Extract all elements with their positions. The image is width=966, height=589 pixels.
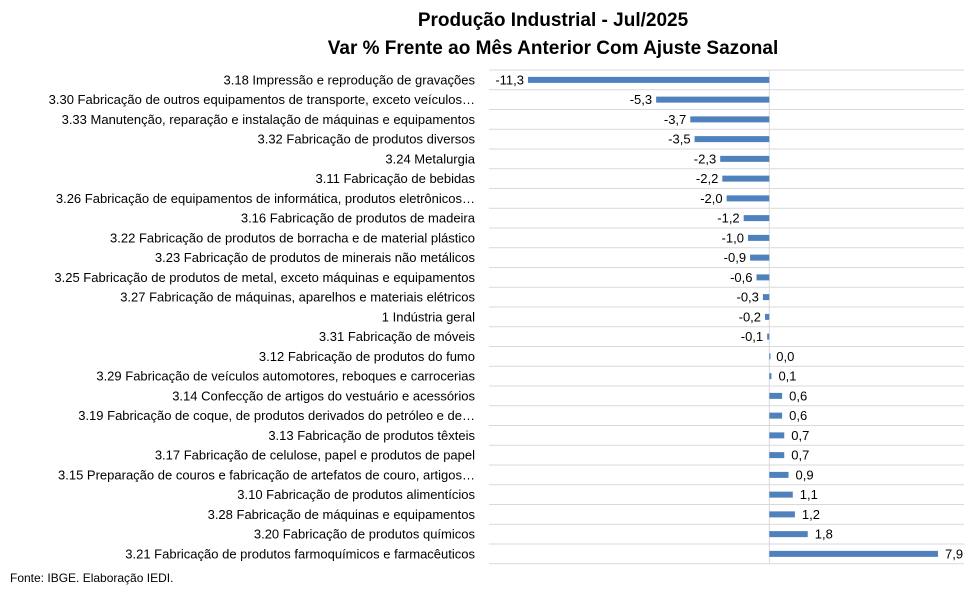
bar: [762, 294, 770, 301]
data-label: 1,1: [800, 487, 818, 502]
category-label: 3.16 Fabricação de produtos de madeira: [241, 211, 476, 226]
bar: [747, 234, 770, 241]
data-label: 0,6: [789, 408, 807, 423]
bar: [756, 274, 770, 281]
category-label: 3.18 Impressão e reprodução de gravações: [224, 72, 476, 87]
bar: [743, 215, 770, 222]
bar: [656, 96, 770, 103]
category-label: 3.25 Fabricação de produtos de metal, ex…: [54, 270, 475, 285]
bar: [769, 392, 783, 399]
data-label: 7,9: [945, 546, 963, 561]
data-label: 0,9: [796, 467, 814, 482]
category-label: 3.23 Fabricação de produtos de minerais …: [155, 250, 476, 265]
data-label: -1,2: [717, 211, 739, 226]
bar: [720, 155, 770, 162]
bar: [722, 175, 770, 182]
category-label: 3.30 Fabricação de outros equipamentos d…: [49, 92, 475, 107]
data-label: 0,0: [776, 349, 794, 364]
category-label: 3.12 Fabricação de produtos do fumo: [259, 349, 475, 364]
category-label: 3.15 Preparação de couros e fabricação d…: [58, 467, 475, 482]
category-label: 3.13 Fabricação de produtos têxteis: [268, 428, 475, 443]
bar: [528, 76, 770, 83]
category-label: 3.24 Metalurgia: [385, 151, 475, 166]
data-label: -3,5: [668, 132, 690, 147]
category-label: 3.11 Fabricação de bebidas: [316, 171, 476, 186]
bar: [769, 491, 793, 498]
category-label: 3.10 Fabricação de produtos alimentícios: [237, 487, 475, 502]
bar: [694, 136, 770, 143]
chart-title: Produção Industrial - Jul/2025: [417, 10, 689, 31]
category-label: 3.32 Fabricação de produtos diversos: [257, 132, 475, 147]
bar: [765, 313, 770, 320]
data-label: -2,2: [696, 171, 718, 186]
bar: [769, 531, 808, 538]
data-label: -1,0: [722, 230, 744, 245]
bar: [769, 432, 785, 439]
category-label: 3.33 Manutenção, reparação e instalação …: [62, 112, 476, 127]
bar: [769, 511, 795, 518]
bar: [769, 471, 789, 478]
bar: [769, 452, 785, 459]
bar: [726, 195, 770, 202]
bar: [690, 116, 770, 123]
data-label: 0,7: [791, 428, 809, 443]
chart-subtitle: Var % Frente ao Mês Anterior Com Ajuste …: [327, 38, 779, 59]
data-label: -2,3: [694, 151, 716, 166]
data-label: -0,9: [724, 250, 746, 265]
data-label: 0,6: [789, 388, 807, 403]
bar: [769, 412, 783, 419]
category-label: 3.17 Fabricação de celulose, papel e pro…: [155, 448, 475, 463]
bar: [769, 373, 772, 380]
category-label: 3.22 Fabricação de produtos de borracha …: [110, 230, 475, 245]
category-label: 3.29 Fabricação de veículos automotores,…: [96, 369, 475, 384]
data-label: -3,7: [664, 112, 686, 127]
category-label: 3.19 Fabricação de coque, de produtos de…: [78, 408, 475, 423]
category-label: 3.31 Fabricação de móveis: [319, 329, 476, 344]
data-label: -0,2: [739, 309, 761, 324]
category-label: 3.14 Confecção de artigos do vestuário e…: [172, 388, 475, 403]
data-label: 1,2: [802, 507, 820, 522]
category-labels: 3.18 Impressão e reprodução de gravações…: [49, 72, 476, 561]
data-label: -0,3: [736, 290, 758, 305]
bar: [769, 353, 771, 360]
category-label: 1 Indústria geral: [382, 309, 475, 324]
data-label: -5,3: [630, 92, 652, 107]
data-label: 0,1: [778, 369, 796, 384]
data-label: -0,1: [741, 329, 763, 344]
data-label: 1,8: [815, 527, 833, 542]
data-label: -11,3: [495, 72, 524, 87]
data-label: -0,6: [730, 270, 752, 285]
category-label: 3.26 Fabricação de equipamentos de infor…: [56, 191, 475, 206]
source-note: Fonte: IBGE. Elaboração IEDI.: [10, 571, 174, 585]
category-label: 3.27 Fabricação de máquinas, aparelhos e…: [120, 290, 475, 305]
bar: [767, 333, 770, 340]
bar: [769, 550, 938, 557]
gridlines: [489, 69, 964, 565]
data-labels: -11,3 -5,3 -3,7 -3,5 -2,3 -2,2 -2,0 -1,2 -1,0 -0,…: [495, 72, 963, 561]
data-label: 0,7: [791, 448, 809, 463]
category-label: 3.28 Fabricação de máquinas e equipament…: [208, 507, 476, 522]
category-label: 3.21 Fabricação de produtos farmoquímico…: [125, 546, 475, 561]
data-label: -2,0: [700, 191, 722, 206]
bars: [528, 76, 938, 557]
category-label: 3.20 Fabricação de produtos químicos: [254, 527, 476, 542]
bar: [750, 254, 770, 261]
